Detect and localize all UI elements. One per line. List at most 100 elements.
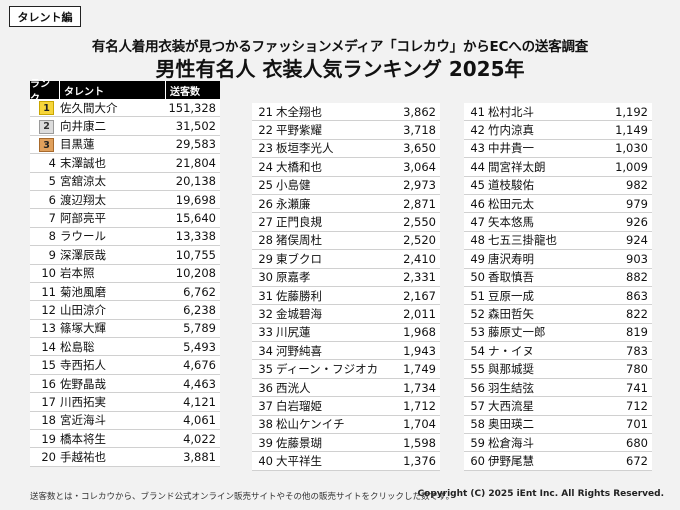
referral-count: 2,520	[403, 233, 436, 248]
ranking-row: 33 川尻蓮 1,968	[252, 324, 440, 343]
referral-count: 1,149	[615, 123, 648, 138]
page-subtitle: 有名人着用衣装が見つかるファッションメディア「コレカウ」からECへの送客調査	[91, 39, 589, 55]
referral-count: 4,676	[183, 358, 216, 373]
talent-name: 道枝駿佑	[488, 178, 534, 193]
rank-number: 16	[41, 376, 56, 391]
talent-name: 河野純喜	[276, 343, 322, 358]
referral-count: 822	[626, 306, 648, 321]
rank-number: 60	[470, 454, 485, 469]
ranking-row: 38 松山ケンイチ 1,704	[252, 416, 440, 435]
ranking-row: 50 香取慎吾 882	[464, 269, 652, 287]
talent-name: 正門良規	[276, 215, 322, 230]
rank-number: 46	[470, 196, 485, 211]
rank-number: 5	[48, 174, 56, 189]
rank-number: 10	[41, 266, 56, 281]
ranking-row: 51 豆原一成 863	[464, 287, 652, 306]
rank-number: 43	[470, 141, 485, 156]
referral-count: 4,022	[183, 431, 216, 446]
talent-name: 永瀬廉	[276, 196, 311, 211]
ranking-row: 1 佐久間大介 151,328	[30, 99, 220, 118]
ranking-row: 23 板垣李光人 3,650	[252, 140, 440, 159]
ranking-row: 35 ディーン・フジオカ 1,749	[252, 360, 440, 379]
rank-number: 25	[258, 178, 273, 193]
referral-count: 783	[626, 343, 648, 358]
referral-count: 6,238	[183, 302, 216, 317]
referral-count: 151,328	[168, 100, 216, 115]
talent-name: 大平祥生	[276, 454, 322, 469]
ranking-row: 58 奥田瑛二 701	[464, 416, 652, 435]
referral-count: 4,121	[183, 394, 216, 409]
rank-number: 52	[470, 306, 485, 321]
talent-name: 矢本悠馬	[488, 215, 534, 230]
ranking-row: 55 與那城奨 780	[464, 360, 652, 379]
talent-name: 宮近海斗	[60, 413, 106, 428]
ranking-row: 29 東ブクロ 2,410	[252, 250, 440, 269]
referral-count: 31,502	[175, 119, 216, 134]
talent-name: 香取慎吾	[488, 270, 534, 285]
ranking-row: 20 手越祐也 3,881	[30, 448, 220, 467]
silver-medal-icon: 2	[39, 119, 54, 134]
header-rank: ランク	[30, 79, 60, 105]
referral-count: 2,167	[403, 288, 436, 303]
ranking-row: 39 佐藤景瑚 1,598	[252, 434, 440, 453]
rank-medal: 2	[30, 118, 60, 134]
rank-number: 8	[48, 229, 56, 244]
rank-number: 24	[258, 159, 273, 174]
rank-number: 51	[470, 288, 485, 303]
talent-name: 岩本照	[60, 266, 95, 281]
ranking-row: 4 末澤誠也 21,804	[30, 154, 220, 173]
talent-name: 大西流星	[488, 398, 534, 413]
talent-name: 猪俣周杜	[276, 233, 322, 248]
ranking-row: 5 宮舘涼太 20,138	[30, 173, 220, 191]
ranking-row: 11 菊池風磨 6,762	[30, 283, 220, 302]
rank-number: 6	[48, 192, 56, 207]
referral-count: 3,064	[403, 159, 436, 174]
rank-number: 26	[258, 196, 273, 211]
ranking-row: 21 木全翔也 3,862	[252, 103, 440, 122]
talent-name: 松田元太	[488, 196, 534, 211]
ranking-row: 60 伊野尾慧 672	[464, 452, 652, 471]
ranking-row: 27 正門良規 2,550	[252, 213, 440, 232]
referral-count: 2,550	[403, 215, 436, 230]
referral-count: 1,749	[403, 362, 436, 377]
referral-count: 5,789	[183, 321, 216, 336]
referral-count: 4,463	[183, 376, 216, 391]
referral-count: 924	[626, 233, 648, 248]
talent-name: 向井康二	[60, 119, 106, 134]
rank-number: 23	[258, 141, 273, 156]
rank-number: 30	[258, 270, 273, 285]
ranking-row: 25 小島健 2,973	[252, 177, 440, 195]
referral-count: 926	[626, 215, 648, 230]
rank-number: 59	[470, 435, 485, 450]
talent-name: 金城碧海	[276, 306, 322, 321]
referral-count: 712	[626, 398, 648, 413]
rank-number: 42	[470, 123, 485, 138]
rank-number: 14	[41, 339, 56, 354]
ranking-row: 53 藤原丈一郎 819	[464, 324, 652, 343]
referral-count: 819	[626, 325, 648, 340]
talent-name: ディーン・フジオカ	[276, 362, 379, 377]
ranking-row: 6 渡辺翔太 19,698	[30, 191, 220, 210]
talent-name: 手越祐也	[60, 450, 106, 465]
footer-note: 送客数とは・コレカウから、ブランド公式オンライン販売サイトやその他の販売サイトを…	[30, 492, 455, 502]
copyright: Copyright (C) 2025 iEnt Inc. All Rights …	[417, 489, 664, 499]
rank-number: 48	[470, 233, 485, 248]
talent-name: 末澤誠也	[60, 155, 106, 170]
referral-count: 3,862	[403, 104, 436, 119]
ranking-row: 59 松倉海斗 680	[464, 434, 652, 453]
ranking-row: 14 松島聡 5,493	[30, 338, 220, 357]
ranking-row: 41 松村北斗 1,192	[464, 103, 652, 122]
rank-number: 13	[41, 321, 56, 336]
referral-count: 1,598	[403, 435, 436, 450]
talent-name: 佐藤景瑚	[276, 435, 322, 450]
talent-name: 佐藤勝利	[276, 288, 322, 303]
talent-name: 平野紫耀	[276, 123, 322, 138]
referral-count: 680	[626, 435, 648, 450]
rank-number: 11	[41, 284, 56, 299]
rank-number: 53	[470, 325, 485, 340]
rank-medal: 1	[30, 100, 60, 116]
referral-count: 3,718	[403, 123, 436, 138]
talent-name: 原嘉孝	[276, 270, 311, 285]
ranking-row: 34 河野純喜 1,943	[252, 342, 440, 361]
rank-number: 27	[258, 215, 273, 230]
